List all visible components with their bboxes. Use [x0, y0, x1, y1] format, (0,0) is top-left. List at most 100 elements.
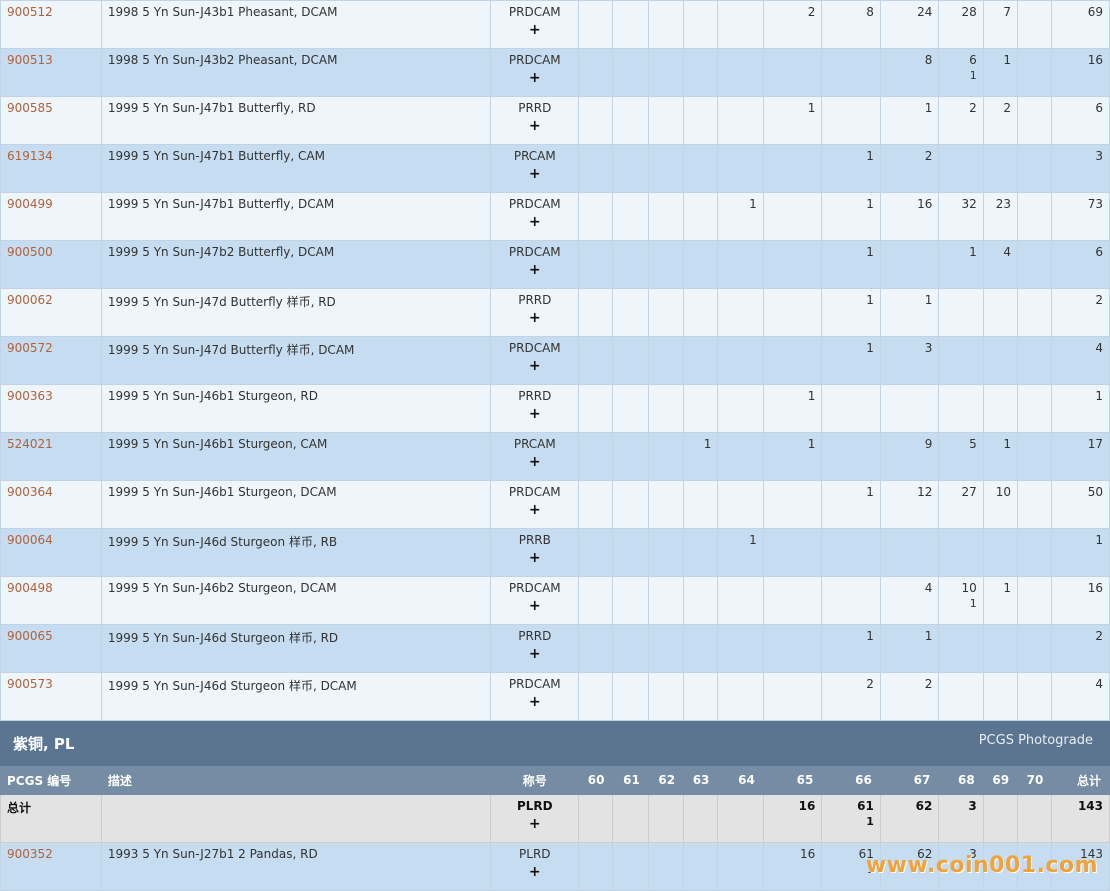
expand-plus-icon[interactable]: + [528, 166, 541, 182]
cell-pcgs-number[interactable]: 524021 [0, 432, 102, 481]
col-header-designation[interactable]: 称号 [490, 765, 580, 795]
expand-plus-icon[interactable]: + [528, 694, 541, 710]
cell-grade-count [647, 48, 685, 97]
designation-label: PRDCAM [508, 5, 561, 19]
expand-plus-icon[interactable]: + [528, 70, 541, 86]
pcgs-number-link[interactable]: 900352 [7, 847, 53, 861]
col-header-grade[interactable]: 65 [762, 765, 823, 795]
grade-count-value: 1 [924, 629, 933, 643]
expand-plus-icon[interactable]: + [528, 646, 541, 662]
pcgs-number-link[interactable]: 900585 [7, 101, 53, 115]
cell-grade-count [578, 144, 614, 193]
pcgs-number-link[interactable]: 900573 [7, 677, 53, 691]
col-header-code[interactable]: PCGS 编号 [0, 765, 102, 795]
cell-total: 50 [1051, 480, 1110, 529]
grade-count-value: 1 [866, 245, 874, 259]
cell-grade-count [612, 48, 649, 97]
cell-grade-count [762, 240, 823, 289]
cell-pcgs-number[interactable]: 900512 [0, 0, 102, 49]
grade-count-value: 6 [969, 53, 977, 67]
expand-plus-icon[interactable]: + [528, 406, 541, 422]
cell-grade-count [612, 288, 649, 337]
cell-grade-count [647, 624, 685, 673]
pcgs-number-link[interactable]: 619134 [7, 149, 53, 163]
col-header-grade[interactable]: 66 [821, 765, 881, 795]
grade-count-value: 1 [1095, 389, 1103, 403]
expand-plus-icon[interactable]: + [528, 22, 541, 38]
pcgs-number-link[interactable]: 900064 [7, 533, 53, 547]
pcgs-number-link[interactable]: 900065 [7, 629, 53, 643]
pcgs-number-link[interactable]: 900513 [7, 53, 53, 67]
expand-plus-icon[interactable]: + [528, 214, 541, 230]
grade-count-value: 1 [866, 629, 874, 643]
pcgs-number-link[interactable]: 900500 [7, 245, 53, 259]
cell-pcgs-number[interactable]: 900572 [0, 336, 102, 385]
expand-plus-icon[interactable]: + [528, 864, 541, 880]
cell-grade-count [612, 144, 649, 193]
pcgs-number-link[interactable]: 900572 [7, 341, 53, 355]
cell-description: 1999 5 Yn Sun-J46b1 Sturgeon, RD [100, 384, 492, 433]
cell-pcgs-number[interactable]: 900585 [0, 96, 102, 145]
cell-grade-count [578, 384, 614, 433]
grade-count-value: 1 [807, 437, 816, 451]
col-header-grade[interactable]: 70 [1017, 765, 1053, 795]
cell-total: 143 [1051, 794, 1110, 843]
cell-pcgs-number[interactable]: 900364 [0, 480, 102, 529]
expand-plus-icon[interactable]: + [528, 262, 541, 278]
col-header-total[interactable]: 总计 [1051, 765, 1110, 795]
col-header-grade[interactable]: 67 [879, 765, 940, 795]
cell-grade-count [683, 0, 719, 49]
col-header-grade[interactable]: 68 [938, 765, 984, 795]
cell-grade-count: 1 [821, 240, 881, 289]
expand-plus-icon[interactable]: + [528, 816, 541, 832]
cell-grade-count [821, 432, 881, 481]
col-header-grade[interactable]: 62 [647, 765, 685, 795]
expand-plus-icon[interactable]: + [528, 502, 541, 518]
grade-count-value: 4 [924, 581, 933, 595]
expand-plus-icon[interactable]: + [528, 310, 541, 326]
col-header-grade[interactable]: 60 [578, 765, 614, 795]
col-header-grade[interactable]: 69 [982, 765, 1019, 795]
designation-label: PRDCAM [508, 485, 561, 499]
cell-grade-count [821, 384, 881, 433]
cell-grade-count [1017, 480, 1053, 529]
cell-pcgs-number[interactable]: 900573 [0, 672, 102, 721]
pcgs-number-link[interactable]: 900364 [7, 485, 53, 499]
cell-pcgs-number[interactable]: 900065 [0, 624, 102, 673]
cell-pcgs-number[interactable]: 900499 [0, 192, 102, 241]
cell-grade-count [578, 794, 614, 843]
col-header-desc[interactable]: 描述 [100, 765, 492, 795]
cell-pcgs-number[interactable]: 900352 [0, 842, 102, 891]
col-header-grade[interactable]: 63 [683, 765, 719, 795]
cell-pcgs-number[interactable]: 900498 [0, 576, 102, 625]
cell-pcgs-number[interactable]: 900513 [0, 48, 102, 97]
expand-plus-icon[interactable]: + [528, 598, 541, 614]
photograde-link[interactable]: PCGS Photograde [978, 732, 1093, 748]
cell-grade-count [1017, 144, 1053, 193]
cell-pcgs-number[interactable]: 900064 [0, 528, 102, 577]
grade-count-value: 4 [1003, 245, 1012, 259]
pcgs-number-link[interactable]: 900498 [7, 581, 53, 595]
cell-pcgs-number[interactable]: 900500 [0, 240, 102, 289]
pcgs-number-link[interactable]: 900363 [7, 389, 53, 403]
cell-pcgs-number[interactable]: 900363 [0, 384, 102, 433]
cell-grade-count: 16 [762, 794, 823, 843]
pcgs-number-link[interactable]: 900512 [7, 5, 53, 19]
col-header-grade[interactable]: 64 [717, 765, 764, 795]
designation-label: PLRD [519, 847, 551, 861]
expand-plus-icon[interactable]: + [528, 454, 541, 470]
pcgs-number-link[interactable]: 524021 [7, 437, 53, 451]
pcgs-number-link[interactable]: 900062 [7, 293, 53, 307]
expand-plus-icon[interactable]: + [528, 358, 541, 374]
expand-plus-icon[interactable]: + [528, 550, 541, 566]
cell-grade-count: 1 [821, 480, 881, 529]
designation-label: PRRD [518, 629, 552, 643]
cell-pcgs-number[interactable]: 900062 [0, 288, 102, 337]
cell-pcgs-number[interactable]: 619134 [0, 144, 102, 193]
pcgs-number-link[interactable]: 900499 [7, 197, 53, 211]
cell-grade-count [612, 842, 649, 891]
col-header-grade[interactable]: 61 [612, 765, 649, 795]
cell-designation: PLRD + [490, 794, 580, 843]
expand-plus-icon[interactable]: + [528, 118, 541, 134]
cell-description: 1993 5 Yn Sun-J27b1 2 Pandas, RD [100, 842, 492, 891]
